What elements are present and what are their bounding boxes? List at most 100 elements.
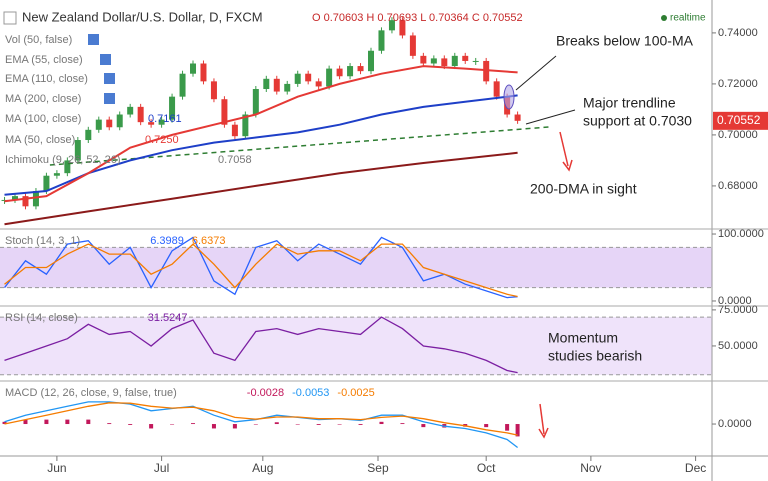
histogram-bar: [149, 424, 154, 429]
candle: [347, 66, 354, 77]
candle: [43, 175, 50, 192]
histogram-bar: [107, 423, 112, 425]
candle: [441, 58, 448, 67]
candle: [294, 73, 301, 84]
candle: [514, 114, 521, 121]
legend-entry: MA (100, close): [5, 113, 81, 125]
candle: [169, 96, 176, 120]
indicator-readout: -0.0028: [247, 387, 284, 399]
moving-average: [4, 65, 518, 203]
candle: [472, 60, 479, 62]
candle: [326, 68, 333, 87]
candle: [430, 58, 437, 64]
x-tick-label: Jun: [47, 461, 66, 475]
candle: [74, 140, 81, 161]
histogram-bar: [253, 424, 258, 425]
histogram-bar: [170, 424, 175, 425]
histogram-bar: [505, 424, 510, 431]
settings-icon[interactable]: [104, 73, 115, 84]
histogram-bar: [86, 419, 91, 425]
indicator-readout: 6.6373: [192, 235, 226, 247]
candle: [368, 50, 375, 72]
candle: [483, 60, 490, 82]
candle: [95, 119, 102, 130]
candle: [378, 30, 385, 51]
candle: [336, 68, 343, 77]
candle: [85, 129, 92, 141]
histogram-bar: [379, 421, 384, 425]
indicator-line: [3, 236, 518, 299]
y-tick-label: 0.72000: [718, 78, 758, 90]
candle: [493, 81, 500, 97]
candle: [190, 63, 197, 74]
candle: [127, 106, 134, 115]
indicator-readout: -0.0025: [337, 387, 374, 399]
histogram-bar: [274, 422, 279, 425]
candle: [200, 63, 207, 82]
histogram-bar: [2, 421, 7, 425]
moving-average: [4, 151, 518, 226]
candle: [409, 35, 416, 56]
annotation: support at 0.7030: [583, 113, 692, 129]
trendline: [49, 126, 550, 166]
histogram-bar: [421, 424, 426, 428]
ohlc-readout: O 0.70603 H 0.70693 L 0.70364 C 0.70552: [312, 12, 523, 24]
settings-icon[interactable]: [104, 93, 115, 104]
candle: [451, 55, 458, 67]
candle: [305, 73, 312, 82]
candle: [32, 191, 39, 207]
candle: [284, 83, 291, 92]
break-highlight: [503, 84, 515, 110]
annotation-arrow: [559, 131, 569, 167]
x-tick-label: Nov: [580, 461, 601, 475]
indicator-title: RSI (14, close): [5, 312, 78, 324]
settings-icon[interactable]: [100, 54, 111, 65]
candle: [357, 66, 364, 72]
last-price-label: 0.70552: [717, 113, 761, 127]
histogram-bar: [400, 423, 405, 425]
candle: [106, 119, 113, 128]
candle: [263, 78, 270, 90]
arrow-head: [562, 159, 573, 172]
y-tick-label: 0.0000: [718, 418, 752, 430]
candle: [231, 124, 238, 137]
annotation: Momentum: [548, 330, 618, 346]
annotation-arrow: [525, 109, 576, 125]
histogram-bar: [337, 424, 342, 425]
candle: [137, 106, 144, 123]
histogram-bar: [128, 424, 133, 425]
histogram-bar: [44, 419, 49, 425]
x-tick-label: Dec: [685, 461, 706, 475]
histogram-bar: [484, 424, 489, 428]
annotation: 200-DMA in sight: [530, 181, 637, 197]
legend-readout: 0.7161: [148, 113, 182, 125]
histogram-bar: [191, 423, 196, 425]
y-tick-label: 0.68000: [718, 180, 758, 192]
histogram-bar: [295, 424, 300, 425]
y-tick-label: 75.0000: [718, 304, 758, 316]
histogram-bar: [316, 424, 321, 425]
indicator-line: [4, 316, 518, 374]
realtime-dot: [661, 15, 667, 21]
candle: [388, 20, 395, 31]
histogram-bar: [65, 419, 70, 425]
histogram-bar: [23, 419, 28, 425]
candle: [116, 114, 123, 128]
realtime-status: realtime: [670, 13, 706, 24]
legend-entry: Ichimoku (9, 26, 52, 26): [5, 154, 121, 166]
candle: [252, 89, 259, 115]
histogram-bar: [211, 424, 216, 429]
candle: [399, 20, 406, 36]
legend-readout: 0.7250: [145, 134, 179, 146]
candle: [315, 81, 322, 87]
settings-icon[interactable]: [88, 34, 99, 45]
x-tick-label: Sep: [367, 461, 389, 475]
indicator-readout: 31.5247: [148, 312, 188, 324]
indicator-title: MACD (12, 26, close, 9, false, true): [5, 387, 177, 399]
x-tick-label: Aug: [252, 461, 273, 475]
annotation-arrow: [515, 55, 557, 91]
indicator-readout: 6.3989: [150, 235, 184, 247]
x-tick-label: Oct: [477, 461, 496, 475]
collapse-button[interactable]: [3, 11, 17, 25]
histogram-bar: [232, 424, 237, 429]
